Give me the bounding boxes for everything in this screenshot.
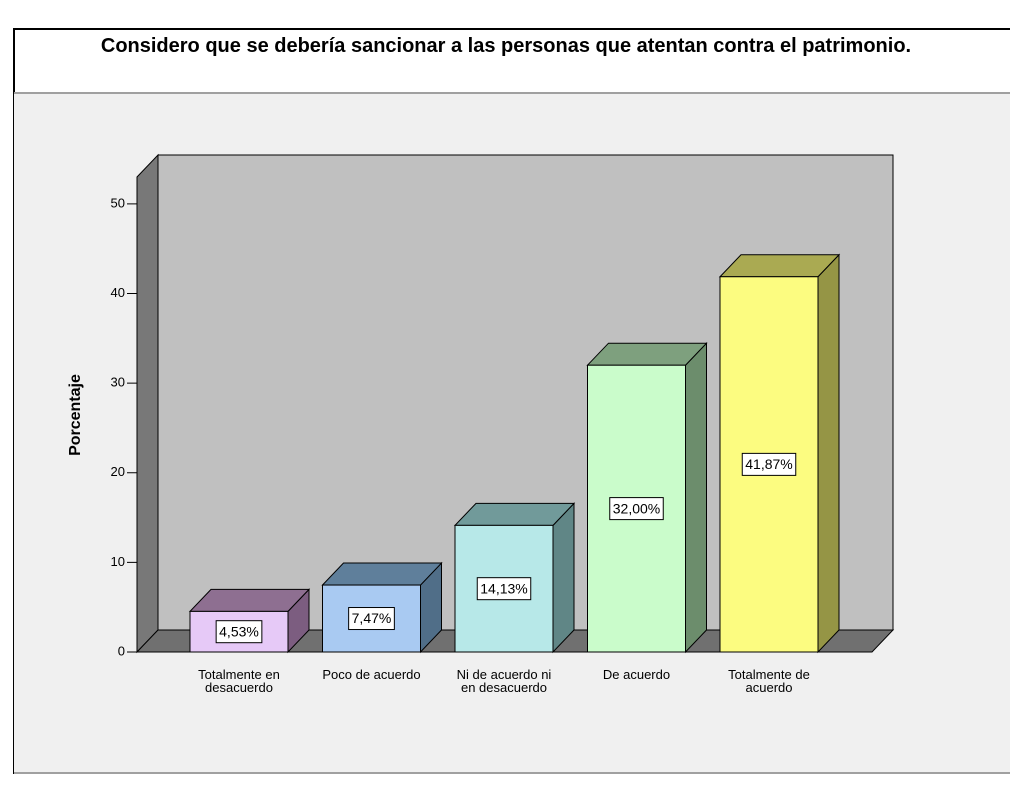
bar-top xyxy=(188,588,311,612)
value-label: 14,13% xyxy=(480,580,527,596)
y-tick-label: 20 xyxy=(111,464,125,479)
y-axis-label: Porcentaje xyxy=(67,374,84,456)
x-tick-label: Totalmente en desacuerdo xyxy=(198,667,280,695)
y-tick-label: 40 xyxy=(111,285,125,300)
value-label: 4,53% xyxy=(219,623,259,639)
value-label-box xyxy=(348,607,395,631)
y-tick-label: 10 xyxy=(111,554,125,569)
side-wall xyxy=(136,153,159,654)
bar-side xyxy=(817,253,840,654)
value-label-box xyxy=(476,577,532,601)
bar-top xyxy=(718,254,841,278)
y-tick-label: 0 xyxy=(118,643,125,658)
x-tick-label: Totalmente de acuerdo xyxy=(728,667,810,695)
bar-top xyxy=(453,502,576,526)
bar-side xyxy=(685,341,707,654)
x-tick-label: Poco de acuerdo xyxy=(322,667,421,682)
x-tick-label: Ni de acuerdo ni en desacuerdo xyxy=(456,667,552,695)
value-label-box xyxy=(741,452,797,476)
value-label: 32,00% xyxy=(613,500,660,516)
value-label-box xyxy=(609,497,664,521)
chart-title: Considero que se debería sancionar a las… xyxy=(100,35,912,57)
x-tick-label: De acuerdo xyxy=(602,667,671,682)
y-tick-label: 50 xyxy=(111,195,125,210)
bar-top xyxy=(321,562,443,586)
value-label: 41,87% xyxy=(745,456,792,472)
y-tick-label: 30 xyxy=(111,375,125,390)
value-label: 7,47% xyxy=(352,610,392,626)
value-label-box xyxy=(215,620,263,644)
bar-side xyxy=(552,502,575,654)
bar-top xyxy=(586,342,708,366)
